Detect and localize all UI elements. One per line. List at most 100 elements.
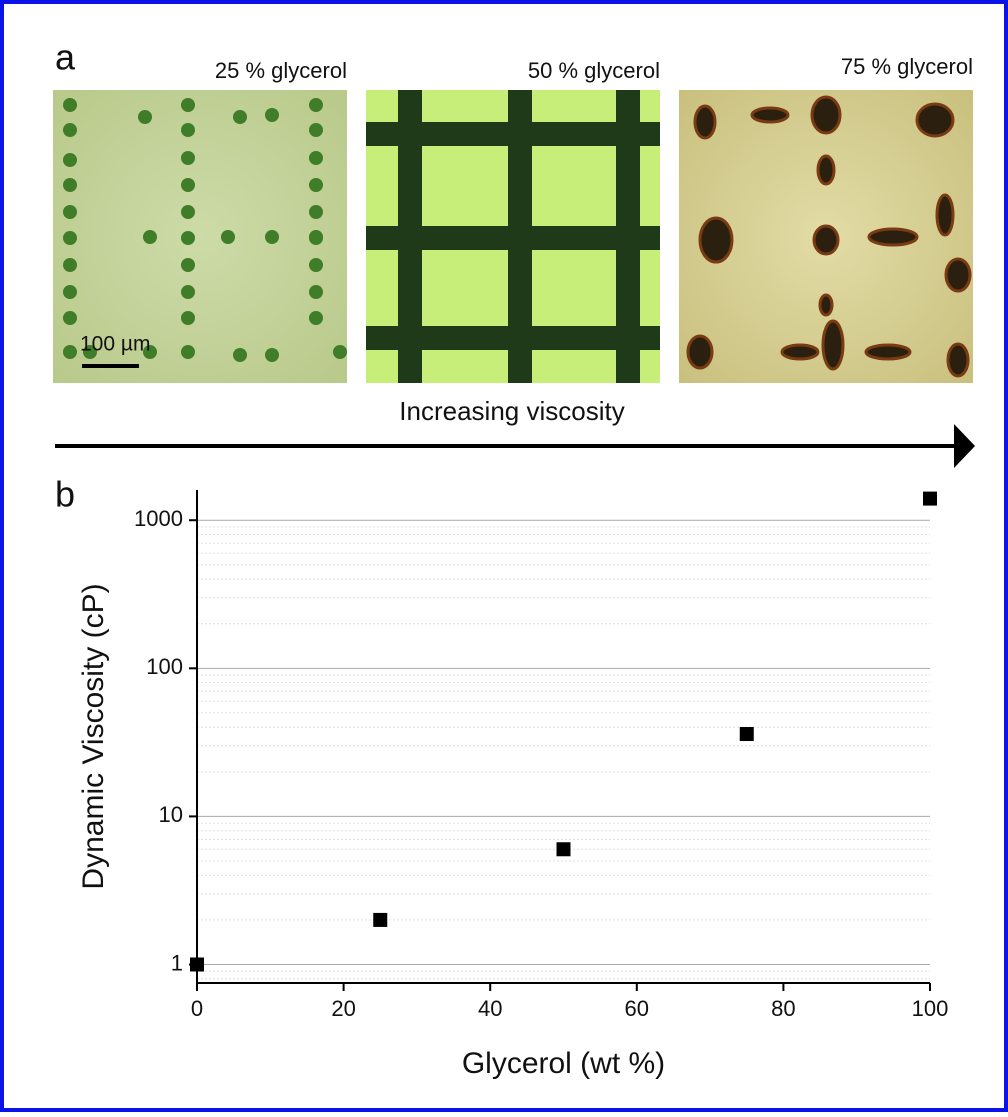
spot: [63, 311, 77, 325]
cell: [532, 250, 616, 326]
x-tick-label: 0: [191, 996, 203, 1021]
arrow-head: [954, 424, 975, 468]
cell: [640, 350, 660, 383]
spot: [181, 151, 195, 165]
x-tick-label: 80: [771, 996, 795, 1021]
marker: [739, 727, 754, 742]
spot: [221, 230, 235, 244]
blob: [686, 334, 714, 370]
cell: [422, 90, 508, 122]
spot: [63, 205, 77, 219]
spot: [309, 285, 323, 299]
spot: [63, 231, 77, 245]
cell: [422, 250, 508, 326]
blob: [867, 227, 919, 247]
spot: [63, 345, 77, 359]
marker: [556, 842, 571, 857]
spot: [63, 258, 77, 272]
spot: [309, 205, 323, 219]
spot: [309, 230, 323, 244]
blob: [818, 293, 834, 317]
spot: [83, 345, 97, 359]
cell: [366, 146, 398, 226]
panel-label: b: [55, 474, 75, 515]
marker: [190, 957, 204, 972]
blob: [810, 95, 842, 135]
spot: [309, 311, 323, 325]
spot: [63, 285, 77, 299]
blob: [821, 319, 845, 371]
spot: [181, 205, 195, 219]
spot: [309, 151, 323, 165]
spot: [309, 123, 323, 137]
marker: [923, 491, 937, 506]
spot: [181, 258, 195, 272]
spot: [63, 123, 77, 137]
blob: [698, 216, 734, 264]
plot: 1 10 100 1000 0 20 40 60 80 100 Glycerol (wt %) Dyn…: [77, 490, 948, 1080]
spot: [63, 178, 77, 192]
blob: [812, 224, 840, 256]
micrograph: [53, 90, 347, 383]
arrow-label: Increasing viscosity: [399, 396, 624, 426]
spot: [181, 231, 195, 245]
cell: [640, 146, 660, 226]
spot: [181, 345, 195, 359]
micrograph: [366, 90, 660, 383]
blob: [864, 343, 912, 361]
blob: [816, 154, 836, 186]
spot: [63, 98, 77, 112]
spot: [181, 178, 195, 192]
x-tick-label: 60: [625, 996, 649, 1021]
spot: [138, 110, 152, 124]
spot: [143, 345, 157, 359]
y-tick-label: 1000: [134, 506, 183, 531]
spot: [233, 348, 247, 362]
blob: [944, 257, 972, 293]
panel-label: a: [55, 37, 76, 78]
cell: [532, 90, 616, 122]
spot: [333, 345, 347, 359]
cell: [366, 90, 398, 122]
blob: [946, 342, 970, 378]
spot: [309, 258, 323, 272]
x-tick-label: 100: [912, 996, 949, 1021]
x-tick-label: 40: [478, 996, 502, 1021]
blob: [780, 343, 820, 361]
caption: 50 % glycerol: [528, 58, 660, 83]
x-axis-label: Glycerol (wt %): [462, 1047, 665, 1080]
spot: [265, 230, 279, 244]
cell: [640, 90, 660, 122]
y-axis-label: Dynamic Viscosity (cP): [77, 583, 110, 889]
spot: [265, 348, 279, 362]
caption: 75 % glycerol: [841, 54, 973, 79]
y-tick-label: 10: [159, 802, 183, 827]
scale-bar-label: 100 µm: [80, 333, 150, 356]
spot: [181, 311, 195, 325]
spot: [309, 98, 323, 112]
cell: [422, 350, 508, 383]
spot: [181, 123, 195, 137]
y-tick-label: 100: [146, 654, 183, 679]
micrograph: [679, 90, 973, 383]
cell: [366, 350, 398, 383]
blob: [693, 104, 717, 140]
spot: [63, 153, 77, 167]
spot: [181, 285, 195, 299]
spot: [181, 98, 195, 112]
caption: 25 % glycerol: [215, 58, 347, 83]
blob: [915, 102, 955, 138]
spot: [309, 178, 323, 192]
blob: [750, 106, 790, 124]
cell: [532, 146, 616, 226]
spot: [143, 230, 157, 244]
cell: [532, 350, 616, 383]
y-tick-label: 1: [171, 950, 183, 975]
cell: [422, 146, 508, 226]
marker: [373, 912, 388, 927]
blob: [935, 193, 955, 237]
x-tick-label: 20: [331, 996, 355, 1021]
spot: [265, 108, 279, 122]
cell: [640, 250, 660, 326]
